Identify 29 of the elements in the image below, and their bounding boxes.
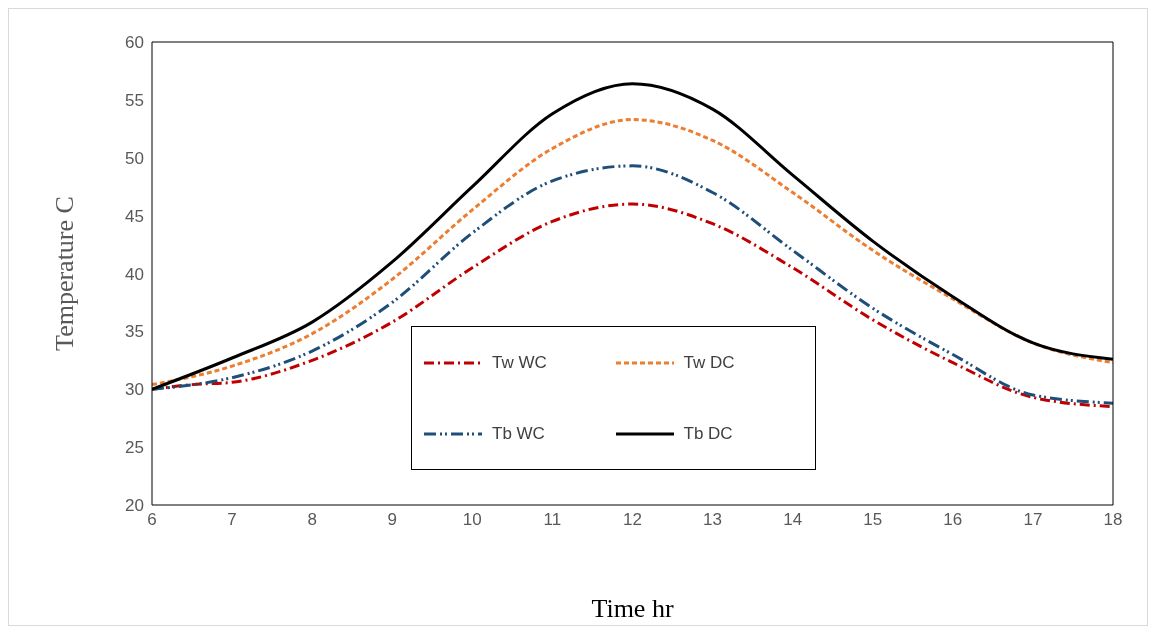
line-series bbox=[152, 164, 1113, 405]
y-tick-label: 45 bbox=[125, 206, 144, 226]
x-axis-title: Time hr bbox=[591, 594, 674, 623]
legend-label: Tb DC bbox=[683, 423, 733, 444]
legend-label: Tb WC bbox=[492, 423, 545, 444]
x-tick-label: 15 bbox=[863, 510, 883, 530]
y-tick-label: 55 bbox=[125, 90, 144, 110]
y-axis-title: Temperature C bbox=[50, 196, 80, 351]
y-tick-label: 40 bbox=[125, 264, 144, 284]
x-tick-label: 9 bbox=[387, 510, 397, 530]
x-tick-label: 13 bbox=[703, 510, 723, 530]
x-tick-label: 12 bbox=[623, 510, 642, 530]
y-tick-label: 25 bbox=[125, 438, 144, 458]
y-tick-label: 60 bbox=[125, 33, 144, 53]
x-tick-label: 11 bbox=[543, 510, 562, 530]
y-tick-label: 20 bbox=[125, 496, 144, 516]
x-tick-label: 10 bbox=[462, 510, 482, 530]
legend-label: Tw WC bbox=[492, 352, 547, 373]
x-tick-label: 16 bbox=[943, 510, 963, 530]
x-tick-label: 18 bbox=[1103, 510, 1123, 530]
y-tick-label: 50 bbox=[125, 148, 144, 168]
x-tick-label: 14 bbox=[783, 510, 803, 530]
x-tick-label: 6 bbox=[147, 510, 157, 530]
y-tick-label: 35 bbox=[125, 322, 144, 342]
x-tick-label: 7 bbox=[227, 510, 237, 530]
y-tick-label: 30 bbox=[125, 380, 144, 400]
x-tick-label: 8 bbox=[307, 510, 317, 530]
x-tick-label: 17 bbox=[1023, 510, 1043, 530]
legend-label: Tw DC bbox=[683, 352, 735, 373]
